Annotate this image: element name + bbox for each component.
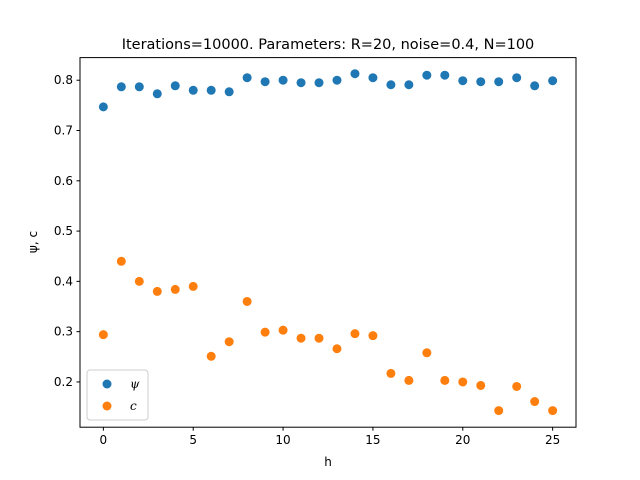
data-point-c-13 xyxy=(332,344,342,354)
legend-marker-c xyxy=(102,401,112,411)
legend-box xyxy=(86,369,149,421)
x-axis-label: h xyxy=(324,455,332,469)
data-point-c-0 xyxy=(98,330,108,340)
data-point-psi-19 xyxy=(440,70,450,80)
data-point-c-8 xyxy=(242,296,252,306)
y-tick-label: 0.3 xyxy=(54,325,73,339)
data-point-psi-0 xyxy=(98,102,108,112)
data-point-psi-9 xyxy=(260,77,270,87)
data-point-c-9 xyxy=(260,327,270,337)
legend-label-c: c xyxy=(130,399,137,413)
data-point-psi-24 xyxy=(530,81,540,91)
data-point-c-2 xyxy=(134,276,144,286)
y-tick-label: 0.6 xyxy=(54,174,73,188)
y-tick-label: 0.5 xyxy=(54,224,73,238)
y-axis-label: ψ, c xyxy=(26,231,40,253)
data-point-psi-11 xyxy=(296,78,306,88)
data-point-psi-21 xyxy=(476,77,486,87)
data-point-c-3 xyxy=(152,286,162,296)
data-point-psi-22 xyxy=(494,77,504,87)
x-tick-label: 0 xyxy=(100,433,108,447)
data-point-psi-7 xyxy=(224,87,234,97)
data-point-psi-25 xyxy=(548,76,558,86)
data-point-psi-12 xyxy=(314,78,324,88)
data-point-psi-14 xyxy=(350,69,360,79)
data-point-psi-4 xyxy=(170,81,180,91)
data-point-psi-17 xyxy=(404,80,414,90)
data-point-psi-13 xyxy=(332,75,342,85)
data-point-c-19 xyxy=(440,375,450,385)
legend: ψ c xyxy=(86,369,149,421)
plot-frame xyxy=(79,57,577,428)
y-tick-label: 0.8 xyxy=(54,73,73,87)
chart-title: Iterations=10000. Parameters: R=20, nois… xyxy=(122,37,535,53)
data-point-c-11 xyxy=(296,333,306,343)
data-point-psi-6 xyxy=(206,85,216,95)
data-point-c-7 xyxy=(224,337,234,347)
x-tick-label: 25 xyxy=(545,433,560,447)
y-tick-label: 0.2 xyxy=(54,375,73,389)
data-point-c-16 xyxy=(386,368,396,378)
data-point-psi-3 xyxy=(152,89,162,99)
data-point-c-18 xyxy=(422,348,432,358)
data-point-psi-2 xyxy=(134,82,144,92)
data-point-psi-10 xyxy=(278,75,288,85)
y-tick-label: 0.4 xyxy=(54,274,73,288)
y-tick-label: 0.7 xyxy=(54,124,73,138)
data-point-psi-15 xyxy=(368,73,378,83)
data-point-c-1 xyxy=(116,256,126,266)
data-point-c-15 xyxy=(368,331,378,341)
data-point-c-23 xyxy=(512,381,522,391)
data-point-psi-20 xyxy=(458,76,468,86)
data-point-psi-23 xyxy=(512,73,522,83)
legend-marker-psi xyxy=(102,379,112,389)
data-point-c-20 xyxy=(458,377,468,387)
data-point-c-21 xyxy=(476,380,486,390)
data-point-c-10 xyxy=(278,325,288,335)
data-point-psi-8 xyxy=(242,73,252,83)
x-tick-label: 5 xyxy=(189,433,197,447)
x-tick-label: 20 xyxy=(455,433,470,447)
data-point-psi-1 xyxy=(116,82,126,92)
data-point-c-22 xyxy=(494,406,504,416)
data-point-c-12 xyxy=(314,333,324,343)
x-tick-label: 15 xyxy=(365,433,380,447)
data-point-psi-5 xyxy=(188,85,198,95)
data-point-c-14 xyxy=(350,329,360,339)
data-point-c-24 xyxy=(530,397,540,407)
data-point-psi-16 xyxy=(386,80,396,90)
data-point-c-5 xyxy=(188,281,198,291)
x-tick-label: 10 xyxy=(275,433,290,447)
data-point-c-6 xyxy=(206,351,216,361)
data-point-psi-18 xyxy=(422,70,432,80)
data-point-c-4 xyxy=(170,284,180,294)
data-point-c-17 xyxy=(404,375,414,385)
legend-label-psi: ψ xyxy=(130,377,140,391)
data-point-c-25 xyxy=(548,406,558,416)
